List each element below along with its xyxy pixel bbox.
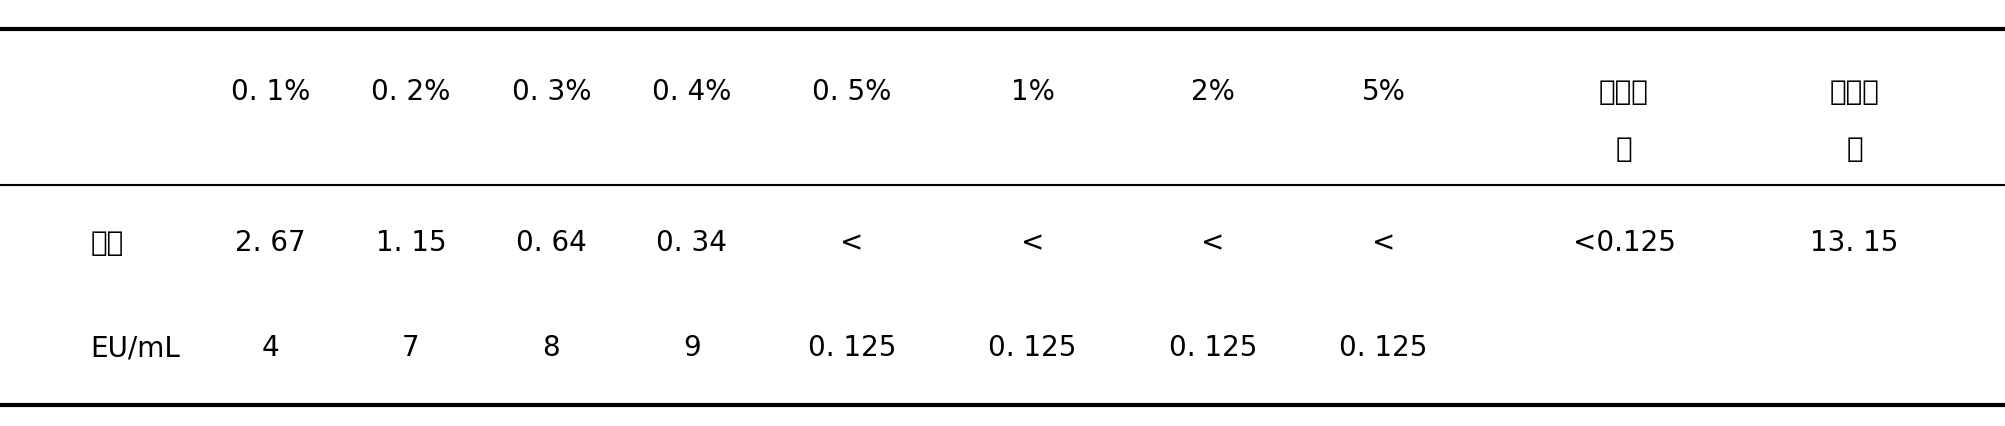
Text: 8: 8 [543, 333, 559, 361]
Text: <: < [1371, 229, 1395, 257]
Text: 1%: 1% [1011, 78, 1055, 106]
Text: 9: 9 [684, 333, 700, 361]
Text: <0.125: <0.125 [1572, 229, 1676, 257]
Text: 0. 4%: 0. 4% [652, 78, 732, 106]
Text: 阴性对: 阴性对 [1600, 78, 1648, 106]
Text: 0. 125: 0. 125 [1169, 333, 1257, 361]
Text: 0. 3%: 0. 3% [511, 78, 591, 106]
Text: 2. 67: 2. 67 [235, 229, 307, 257]
Text: 0. 64: 0. 64 [515, 229, 587, 257]
Text: 7: 7 [403, 333, 419, 361]
Text: 0. 125: 0. 125 [1339, 333, 1428, 361]
Text: 4: 4 [263, 333, 279, 361]
Text: 0. 125: 0. 125 [988, 333, 1077, 361]
Text: 0. 5%: 0. 5% [812, 78, 892, 106]
Text: <: < [1201, 229, 1225, 257]
Text: 13. 15: 13. 15 [1811, 229, 1899, 257]
Text: 1. 15: 1. 15 [375, 229, 447, 257]
Text: 0. 2%: 0. 2% [371, 78, 451, 106]
Text: 照: 照 [1847, 135, 1863, 163]
Text: <: < [1021, 229, 1045, 257]
Text: 照: 照 [1616, 135, 1632, 163]
Text: 5%: 5% [1361, 78, 1406, 106]
Text: 2%: 2% [1191, 78, 1235, 106]
Text: 含量: 含量 [90, 229, 124, 257]
Text: 0. 125: 0. 125 [808, 333, 896, 361]
Text: 0. 34: 0. 34 [656, 229, 728, 257]
Text: 0. 1%: 0. 1% [231, 78, 311, 106]
Text: <: < [840, 229, 864, 257]
Text: 阳性对: 阳性对 [1831, 78, 1879, 106]
Text: EU/mL: EU/mL [90, 333, 180, 361]
